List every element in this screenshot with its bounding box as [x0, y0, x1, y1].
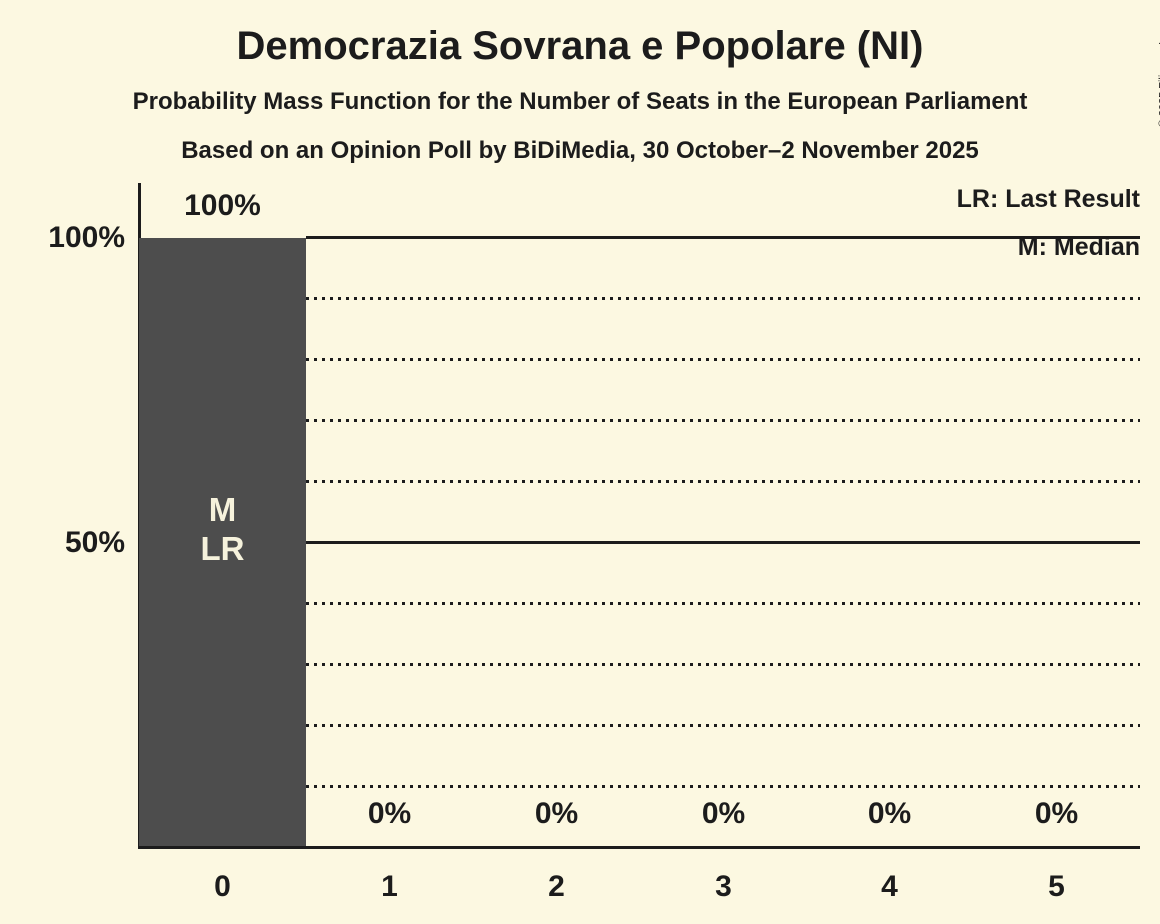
median-marker: M — [208, 491, 237, 528]
gridline-40pct — [306, 602, 1140, 605]
chart-title: Democrazia Sovrana e Popolare (NI) — [236, 24, 924, 68]
x-tick-0: 0 — [214, 870, 231, 903]
last-result-marker: LR — [200, 530, 245, 567]
x-tick-5: 5 — [1048, 870, 1065, 903]
y-axis-label-50: 50% — [64, 526, 125, 559]
x-tick-1: 1 — [381, 870, 398, 903]
gridline-100pct — [306, 236, 1140, 239]
x-tick-2: 2 — [548, 870, 565, 903]
gridline-80pct — [306, 358, 1140, 361]
chart-subtitle: Probability Mass Function for the Number… — [132, 88, 1028, 115]
bar-value-label-0: 100% — [184, 189, 261, 222]
bar-value-label-5: 0% — [1034, 797, 1079, 830]
bar-seats-0: M LR — [139, 238, 306, 846]
chart-poll-info: Based on an Opinion Poll by BiDiMedia, 3… — [181, 137, 979, 164]
x-tick-4: 4 — [881, 870, 898, 903]
gridline-10pct — [306, 785, 1140, 788]
gridline-30pct — [306, 663, 1140, 666]
bar-value-label-2: 0% — [534, 797, 579, 830]
legend-last-result: LR: Last Result — [956, 185, 1140, 213]
bar-annotations: M LR — [139, 490, 306, 568]
bar-value-label-3: 0% — [701, 797, 746, 830]
gridline-60pct — [306, 480, 1140, 483]
bar-value-label-1: 0% — [367, 797, 412, 830]
bar-value-label-4: 0% — [867, 797, 912, 830]
gridline-90pct — [306, 297, 1140, 300]
gridline-50pct — [306, 541, 1140, 544]
y-axis-label-100: 100% — [48, 221, 125, 254]
gridline-70pct — [306, 419, 1140, 422]
gridline-20pct — [306, 724, 1140, 727]
x-axis-line — [138, 846, 1140, 849]
x-tick-3: 3 — [715, 870, 732, 903]
